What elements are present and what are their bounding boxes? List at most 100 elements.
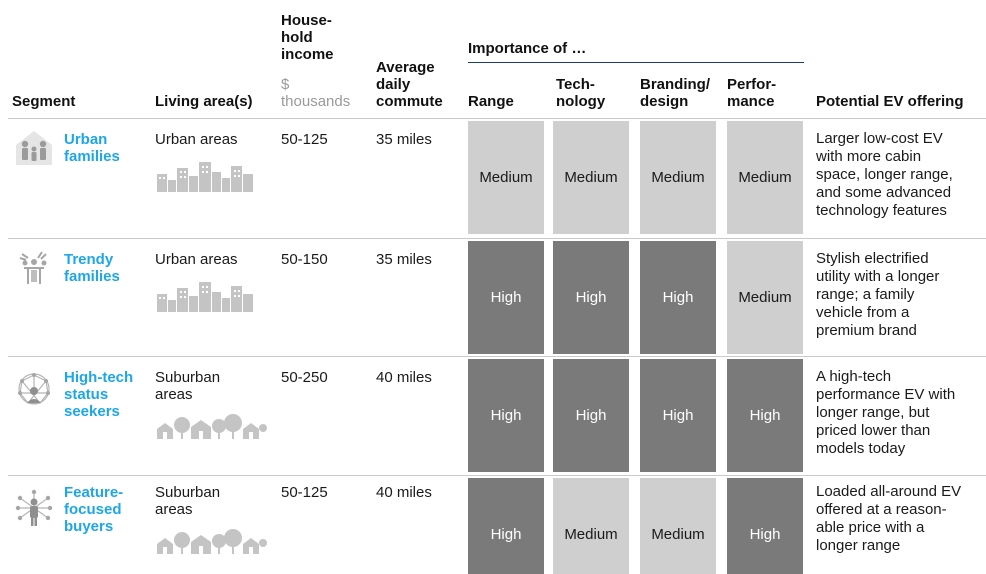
rating-performance: High [727,478,803,574]
header-offering: Potential EV offering [816,93,964,110]
ev-offering-line: Stylish electrified [816,250,929,267]
segment-name: Feature- focused buyers [64,484,123,535]
ev-offering-line: space, longer range, [816,166,953,183]
living-area: Urban areas [155,131,238,148]
rating-technology: High [553,359,629,472]
segment-name-line: families [64,148,120,165]
ev-offering-line: able price with a [816,519,925,536]
daily-commute: 40 miles [376,369,432,386]
living-area-line: areas [155,501,193,518]
segment-name-line: Urban [64,131,108,148]
segment-name: High-tech status seekers [64,369,133,420]
rating-performance: Medium [727,241,803,354]
rating-technology: High [553,241,629,354]
ev-offering-line: Loaded all-around EV [816,483,962,500]
segment-name-line: families [64,268,120,285]
row-divider [8,475,986,476]
rating-range: High [468,478,544,574]
suburb-icon [157,414,267,439]
ev-offering-line: Larger low-cost EV [816,130,943,147]
header-income-line: hold [281,29,313,46]
household-income: 50-125 [281,131,328,148]
city-icon [157,162,253,192]
rating-technology: Medium [553,478,629,574]
household-income: 50-250 [281,369,328,386]
living-area: Suburban areas [155,369,220,403]
segment-name: Trendy families [64,251,120,285]
header-branding-line: Branding/ [640,76,710,93]
ev-offering-line: offered at a reason- [816,501,947,518]
rating-branding: Medium [640,478,716,574]
family-icon [16,131,52,165]
header-branding-line: design [640,93,689,110]
ev-offering-line: priced lower than [816,422,931,439]
trendy-family-icon [19,251,47,284]
rating-branding: Medium [640,121,716,234]
rating-range: Medium [468,121,544,234]
segment-name-line: Trendy [64,251,114,268]
rating-range: High [468,241,544,354]
header-income-line: House- [281,12,332,29]
row-divider [8,356,986,357]
segment-name-line: High-tech [64,369,134,386]
header-segment: Segment [12,93,76,110]
living-area: Suburban areas [155,484,220,518]
household-income: 50-150 [281,251,328,268]
header-income-unit: thousands [281,93,351,110]
suburb-icon [157,529,267,554]
rating-performance: High [727,359,803,472]
header-technology-line: Tech- [556,76,595,93]
ev-offering-line: and some advanced [816,184,952,201]
daily-commute: 35 miles [376,131,432,148]
segment-name-line: focused [64,501,122,518]
header-importance: Importance of … [468,40,587,57]
ev-offering-line: vehicle from a [816,304,910,321]
segment-name-line: buyers [64,518,114,535]
feature-person-icon [15,489,53,526]
header-technology-line: nology [556,93,606,110]
ev-offering-line: with more cabin [816,148,922,165]
rating-technology: Medium [553,121,629,234]
rating-performance: Medium [727,121,803,234]
row-divider [8,118,986,119]
rating-branding: High [640,359,716,472]
segment-name-line: seekers [64,403,120,420]
segment-name: Urban families [64,131,120,165]
ev-offering-line: premium brand [816,322,917,339]
header-commute-line: daily [376,76,411,93]
network-person-icon [18,373,50,405]
header-commute-line: Average [376,59,435,76]
city-icon [157,282,253,312]
header-income-line: income [281,46,334,63]
header-commute-line: commute [376,93,443,110]
ev-offering-line: performance EV with [816,386,956,403]
header-income-unit: $ [281,76,290,93]
household-income: 50-125 [281,484,328,501]
header-performance-line: Perfor- [727,76,777,93]
ev-offering-line: range; a family [816,286,915,303]
living-area-line: Suburban [155,369,221,386]
ev-offering-line: longer range, but [816,404,930,421]
rating-range: High [468,359,544,472]
daily-commute: 35 miles [376,251,432,268]
ev-offering-line: technology features [816,202,947,219]
ev-offering: Larger low-cost EV with more cabin space… [816,130,986,220]
ev-offering-line: utility with a longer [816,268,940,285]
living-area-line: Suburban [155,484,221,501]
header-performance-line: mance [727,93,775,110]
ev-offering: A high-tech performance EV with longer r… [816,368,986,458]
header-living-area: Living area(s) [155,93,253,110]
row-divider [8,238,986,239]
ev-offering-line: A high-tech [816,368,892,385]
ev-offering: Loaded all-around EV offered at a reason… [816,483,986,555]
living-area-line: areas [155,386,193,403]
header-range: Range [468,93,514,110]
rating-branding: High [640,241,716,354]
segment-name-line: status [64,386,109,403]
segment-name-line: Feature- [64,484,124,501]
living-area: Urban areas [155,251,238,268]
daily-commute: 40 miles [376,484,432,501]
ev-offering: Stylish electrified utility with a longe… [816,250,986,340]
ev-offering-line: models today [816,440,906,457]
importance-rule [468,62,804,63]
